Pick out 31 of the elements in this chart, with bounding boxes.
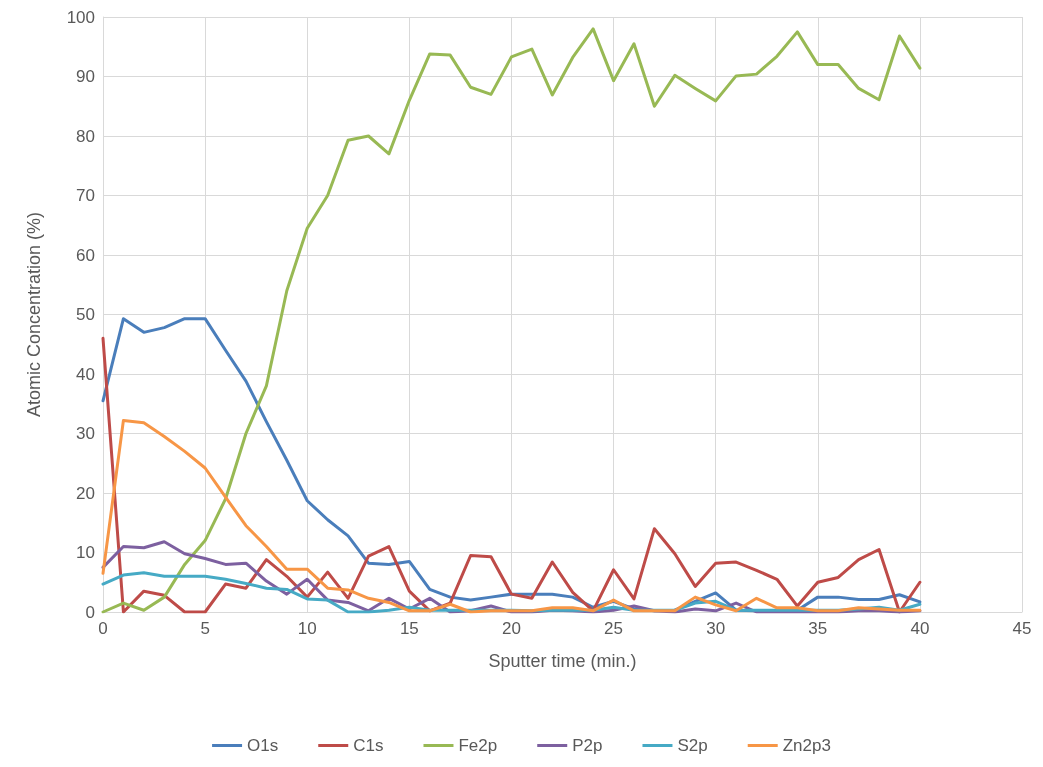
x-axis-title: Sputter time (min.) bbox=[488, 651, 637, 671]
legend-label: C1s bbox=[353, 736, 384, 755]
y-tick-label: 40 bbox=[76, 364, 95, 384]
x-tick-label: 35 bbox=[808, 619, 828, 638]
y-tick-label: 0 bbox=[85, 602, 95, 622]
legend-label: P2p bbox=[572, 736, 603, 755]
x-tick-label: 30 bbox=[706, 619, 726, 638]
y-tick-label: 60 bbox=[76, 245, 95, 265]
y-tick-label: 30 bbox=[76, 424, 95, 443]
x-tick-label: 15 bbox=[399, 619, 419, 638]
x-tick-label: 5 bbox=[200, 619, 210, 638]
y-tick-label: 10 bbox=[76, 543, 95, 562]
y-tick-label: 20 bbox=[76, 483, 95, 503]
x-tick-label: 20 bbox=[501, 619, 521, 638]
x-tick-label: 0 bbox=[98, 619, 108, 638]
legend-label: Fe2p bbox=[458, 736, 498, 755]
y-tick-label: 100 bbox=[66, 7, 95, 27]
y-tick-label: 70 bbox=[76, 186, 95, 205]
line-series bbox=[101, 27, 922, 614]
y-tick-label: 90 bbox=[76, 67, 95, 86]
y-axis-title: Atomic Concentration (%) bbox=[24, 211, 44, 418]
legend-label: O1s bbox=[247, 736, 279, 755]
x-tick-label: 40 bbox=[910, 619, 930, 638]
legend-label: Zn2p3 bbox=[782, 736, 831, 755]
x-tick-label: 25 bbox=[604, 619, 624, 638]
x-tick-label: 10 bbox=[297, 619, 317, 638]
line-series bbox=[101, 418, 922, 614]
y-tick-label: 80 bbox=[76, 126, 95, 146]
y-tick-label: 50 bbox=[76, 305, 95, 324]
legend-label: S2p bbox=[677, 736, 708, 755]
x-tick-label: 45 bbox=[1012, 619, 1032, 638]
